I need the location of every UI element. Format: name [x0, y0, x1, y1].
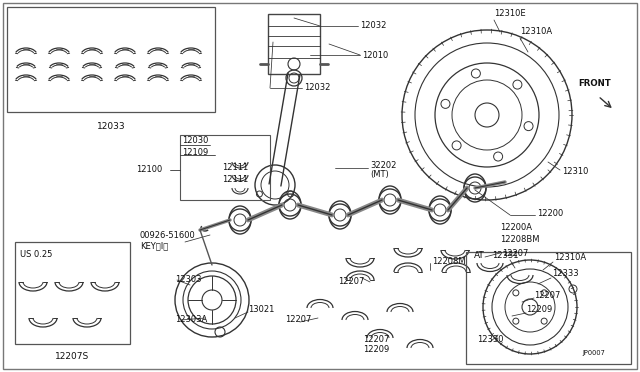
- Text: 12310A: 12310A: [554, 253, 586, 263]
- Text: 12207: 12207: [502, 248, 529, 257]
- Text: FRONT: FRONT: [578, 80, 611, 89]
- Text: 12207S: 12207S: [55, 352, 89, 361]
- Text: 12010: 12010: [362, 51, 388, 60]
- Text: 12209: 12209: [363, 346, 389, 355]
- Text: 12333: 12333: [552, 269, 579, 279]
- Text: 12200A: 12200A: [500, 224, 532, 232]
- Bar: [7, 7, 215, 112]
- Bar: [15, 242, 130, 344]
- Text: 12033: 12033: [97, 122, 125, 131]
- Text: 12207: 12207: [338, 278, 364, 286]
- Text: 12032: 12032: [304, 83, 330, 93]
- Text: 12208BM: 12208BM: [500, 235, 540, 244]
- Text: 12207: 12207: [285, 314, 312, 324]
- Text: JP0007: JP0007: [582, 350, 605, 356]
- Text: 13021: 13021: [248, 305, 275, 314]
- Text: 12303A: 12303A: [175, 315, 207, 324]
- Text: 12303: 12303: [175, 276, 202, 285]
- Text: 12032: 12032: [360, 22, 387, 31]
- Text: 12030: 12030: [182, 136, 209, 145]
- Text: US 0.25: US 0.25: [20, 250, 52, 259]
- Text: 12207: 12207: [363, 336, 389, 344]
- Text: 12331: 12331: [492, 251, 518, 260]
- Bar: [268, 14, 320, 74]
- Text: 12310A: 12310A: [520, 27, 552, 36]
- Bar: [466, 252, 631, 364]
- Text: 12208M: 12208M: [432, 257, 466, 266]
- Text: 12200: 12200: [537, 208, 563, 218]
- Bar: [180, 135, 270, 200]
- Text: 12209: 12209: [526, 305, 552, 314]
- Text: 12111: 12111: [222, 174, 248, 183]
- Text: 12111: 12111: [222, 164, 248, 173]
- Text: 12109: 12109: [182, 148, 208, 157]
- Text: 12310: 12310: [562, 167, 588, 176]
- Text: 32202: 32202: [370, 160, 396, 170]
- Text: (MT): (MT): [370, 170, 388, 180]
- Text: KEY（I）: KEY（I）: [140, 241, 168, 250]
- Text: 12330: 12330: [477, 336, 504, 344]
- Text: 12100: 12100: [136, 166, 163, 174]
- Text: 12207: 12207: [534, 292, 561, 301]
- Text: 12310E: 12310E: [494, 9, 525, 18]
- Text: AT: AT: [474, 251, 484, 260]
- Text: 00926-51600: 00926-51600: [140, 231, 196, 241]
